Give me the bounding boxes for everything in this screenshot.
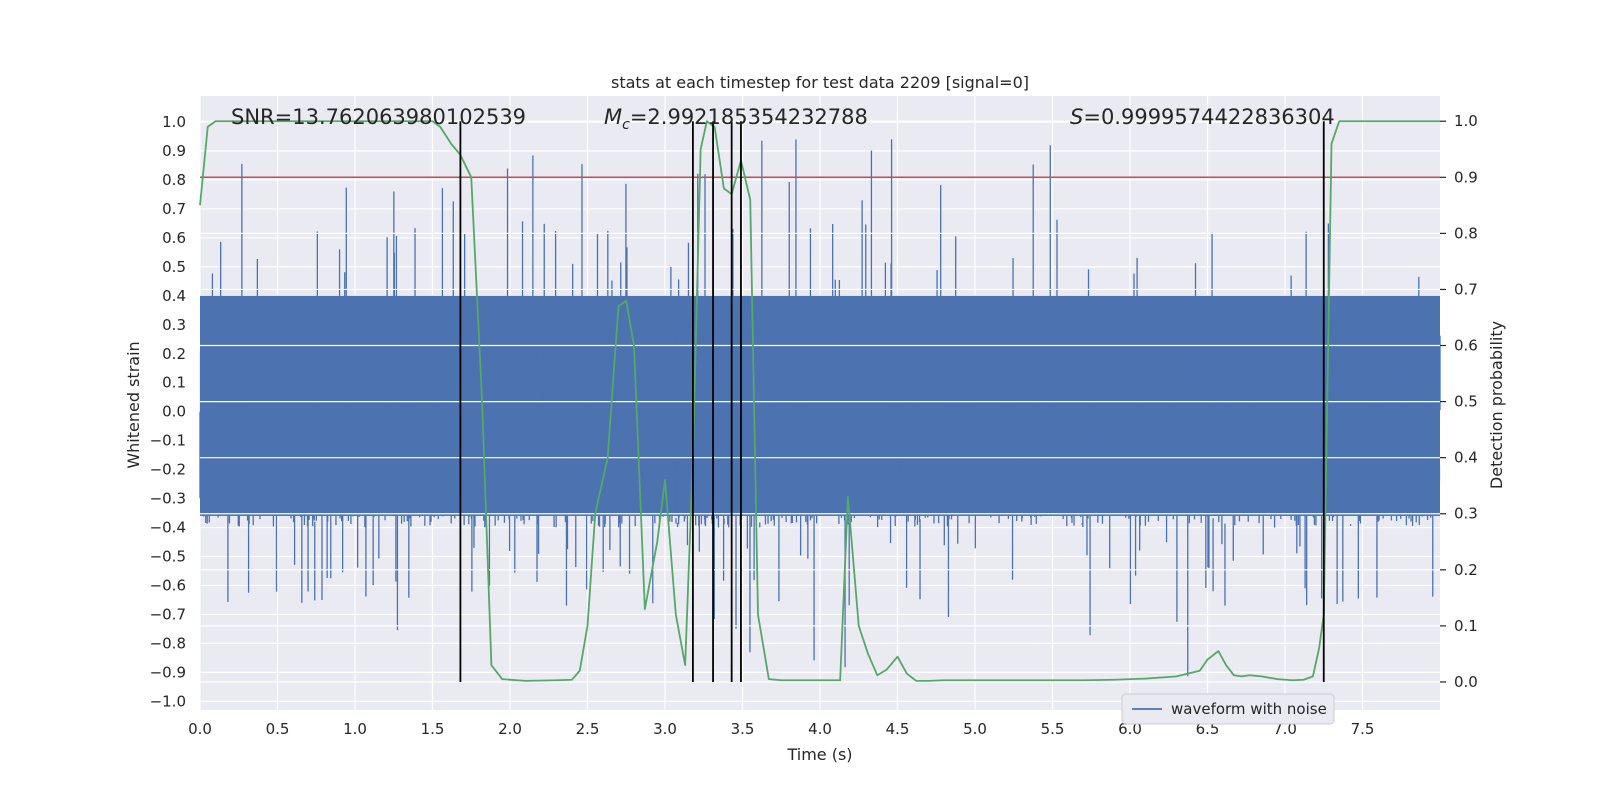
chirp-mass-symbol: M [604,105,622,129]
y-left-tick-label: 1.0 [162,113,186,131]
y-left-tick-label: 0.1 [162,374,186,392]
y-left-tick-label: −0.6 [150,576,186,594]
detection-probability-line [199,120,1440,682]
legend-box [1121,693,1335,725]
y-left-tick-label: −1.0 [150,692,186,710]
legend-label: waveform with noise [1171,700,1327,718]
y-left-tick-label: 0.7 [162,200,186,218]
y-left-tick-label: −0.7 [150,605,186,623]
snr-annotation: SNR=13.762063980102539 [231,105,526,129]
x-tick-label: 0.5 [266,720,290,738]
x-tick-label: 1.5 [421,720,445,738]
chirp-mass-annotation: Mc=2.992185354232788 [604,105,868,133]
y-left-tick-label: −0.1 [150,432,186,450]
y-right-tick-label: 1.0 [1454,112,1478,130]
y-right-tick-labels: 1.0 0.9 0.8 0.7 0.6 0.5 0.4 0.3 0.2 0.1 0.0 [1440,112,1478,691]
y-left-tick-label: −0.8 [150,634,186,652]
y-right-tick-label: 0.1 [1454,617,1478,635]
s-value: =0.9999574422836304 [1083,105,1334,129]
y-left-tick-label: 0.0 [162,403,186,421]
x-tick-label: 7.5 [1351,720,1375,738]
noise-line [199,139,1441,677]
y-left-tick-labels: 1.0 0.9 0.8 0.7 0.6 0.5 0.4 0.3 0.2 0.1 0.0 −0.1 −0.… [150,113,186,710]
y-left-tick-label: 0.3 [162,316,186,334]
x-tick-label: 4.0 [808,720,832,738]
y-left-tick-label: 0.9 [162,142,186,160]
chirp-mass-value: =2.992185354232788 [630,105,868,129]
chirp-mass-subscript: c [622,117,630,133]
y-left-tick-label: 0.8 [162,171,186,189]
x-tick-label: 3.0 [653,720,677,738]
x-tick-label: 4.5 [886,720,910,738]
x-tick-label: 3.5 [731,720,755,738]
x-tick-label: 1.0 [343,720,367,738]
x-axis-label: Time (s) [786,745,852,764]
y-left-tick-label: 0.2 [162,345,186,363]
chart-title: stats at each timestep for test data 220… [611,73,1029,92]
y-left-tick-label: −0.4 [150,519,186,537]
vertical-markers [459,121,1325,682]
detection-probability-series [199,120,1440,682]
x-tick-label: 0.0 [188,720,212,738]
y-left-tick-label: 0.5 [162,258,186,276]
s-annotation: S=0.9999574422836304 [1070,105,1335,129]
x-tick-label: 5.5 [1041,720,1065,738]
y-right-tick-label: 0.4 [1454,449,1478,467]
y-axis-label-right: Detection probability [1487,321,1506,489]
y-right-tick-label: 0.5 [1454,393,1478,411]
y-left-tick-label: −0.2 [150,461,186,479]
y-right-tick-label: 0.6 [1454,337,1478,355]
y-right-tick-label: 0.8 [1454,224,1478,242]
y-left-tick-label: −0.5 [150,548,186,566]
y-right-tick-label: 0.3 [1454,505,1478,523]
y-right-tick-label: 0.2 [1454,561,1478,579]
y-right-tick-label: 0.9 [1454,168,1478,186]
noise-series [199,139,1441,677]
x-tick-label: 2.5 [576,720,600,738]
x-tick-label: 5.0 [963,720,987,738]
y-left-tick-label: 0.4 [162,287,186,305]
y-axis-label-left: Whitened strain [124,341,143,468]
legend: waveform with noise [1121,693,1335,725]
y-left-tick-label: −0.3 [150,490,186,508]
y-right-tick-label: 0.7 [1454,280,1478,298]
y-left-tick-label: −0.9 [150,663,186,681]
x-tick-label: 2.0 [498,720,522,738]
y-left-tick-label: 0.6 [162,229,186,247]
y-right-tick-label: 0.0 [1454,673,1478,691]
s-symbol: S [1070,105,1083,129]
